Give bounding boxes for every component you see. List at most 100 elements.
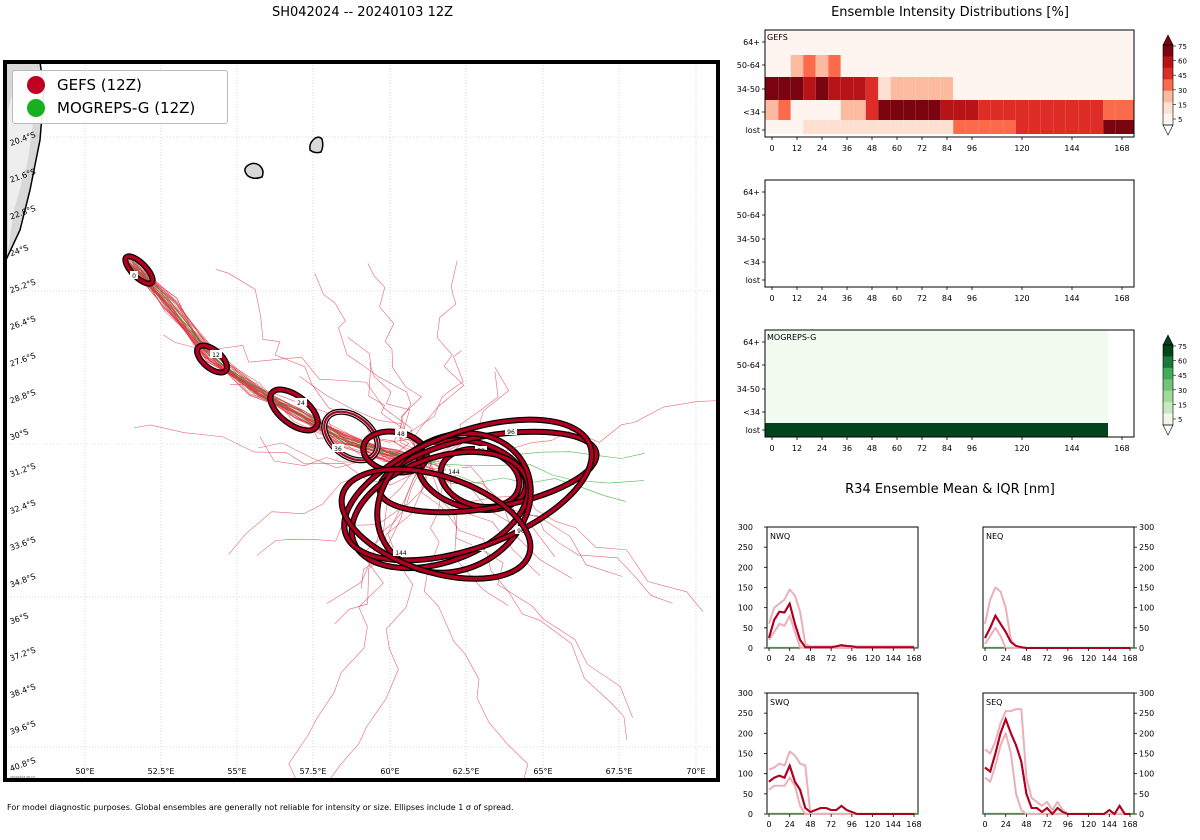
heatmap-xtick-label: 60: [892, 444, 902, 453]
heatmap-cell: [1053, 120, 1066, 134]
r34-xtick-label: 144: [886, 820, 901, 829]
heatmap-cell: [1065, 100, 1079, 120]
colorbar-segment: [1163, 90, 1173, 103]
heatmap-cell: [903, 77, 916, 100]
intensity-heatmaps: GEFS 64+ 50-64 34-50 <34 lost 0 12 24 36 48 60 72 84 9…: [737, 29, 1187, 453]
r34-ytick-label: 250: [738, 709, 753, 718]
ellipse-label: 48: [397, 431, 405, 438]
heatmap-cell: [965, 100, 979, 120]
heatmap-cell: [978, 77, 991, 100]
heatmap-cell: [965, 55, 979, 77]
heatmap-cell: [1028, 120, 1041, 134]
heatmap-cell: [865, 100, 879, 120]
r34-title: R34 Ensemble Mean & IQR [nm]: [845, 482, 1055, 497]
colorbar-tick-label: 15: [1178, 401, 1187, 409]
r34-panel: SWQ 0 50 100 150 200 250 300 0 24 48 72 96 120 144 168: [738, 689, 922, 829]
heatmap-cell: [1015, 100, 1029, 120]
heatmap-cell: [1078, 100, 1091, 120]
legend-marker-mogreps: [27, 99, 45, 117]
r34-xtick-label: 168: [906, 820, 921, 829]
heatmap-xtick-label: 60: [892, 294, 902, 303]
heatmap-xtick-label: 84: [942, 444, 952, 453]
heatmap-cell: [765, 120, 779, 134]
r34-ytick-label: 100: [738, 770, 753, 779]
r34-xtick-label: 48: [805, 820, 815, 829]
heatmap-cell: [1003, 120, 1016, 134]
heatmap-xtick-label: 36: [842, 294, 852, 303]
heatmap-cell: [1078, 77, 1091, 100]
r34-xtick-label: 144: [1102, 654, 1117, 663]
map-title: SH042024 -- 20240103 12Z: [271, 5, 454, 20]
gefs-member-track: [126, 260, 465, 467]
heatmap-cell: [915, 55, 929, 77]
r34-xtick-label: 0: [982, 820, 987, 829]
heatmap-cell: [803, 120, 816, 134]
heatmap-cell: [903, 55, 916, 77]
lon-tick-label: 70°E: [686, 767, 705, 776]
r34-ytick-label: 250: [1139, 543, 1154, 552]
heatmap-cell: [890, 77, 904, 100]
r34-panel-title: NEQ: [986, 532, 1003, 541]
colorbar-extend-bottom: [1162, 124, 1174, 136]
colorbar-segment: [1163, 67, 1173, 80]
gefs-mean-line-top: [768, 762, 914, 815]
colorbar-extend-top: [1162, 34, 1174, 46]
heatmap-cell: [1103, 120, 1116, 134]
heatmap-ytick-label: <34: [743, 258, 760, 267]
heatmap-cell: [853, 120, 866, 134]
heatmap-cell: [853, 33, 866, 55]
r34-ytick-label: 300: [1139, 523, 1154, 532]
r34-ytick-label: 100: [1139, 604, 1154, 613]
heatmap-cell: [828, 33, 841, 55]
r34-panel: SEQ 0 50 100 150 200 250 300 0 24 48 72 96 120 144 168: [982, 689, 1154, 829]
heatmap-cell: [840, 77, 854, 100]
colorbar-segment: [1163, 390, 1173, 403]
heatmap-cell: [790, 77, 804, 100]
r34-ytick-label: 300: [738, 689, 753, 698]
heatmap-cell: [840, 33, 854, 55]
map-frame: [3, 60, 720, 782]
lon-tick-label: 65°E: [533, 767, 552, 776]
heatmap-cell: [990, 55, 1004, 77]
heatmap-cell: [1003, 100, 1016, 120]
r34-xtick-label: 96: [847, 654, 857, 663]
r34-ytick-label: 50: [743, 790, 753, 799]
r34-xtick-label: 120: [865, 654, 880, 663]
r34-xtick-label: 72: [1042, 820, 1052, 829]
heatmap-cell: [878, 33, 891, 55]
ellipse-label: 144: [448, 469, 460, 476]
gefs-member-track: [129, 258, 424, 556]
lon-tick-label: 60°E: [380, 767, 399, 776]
heatmap-cell: [1040, 33, 1054, 55]
heatmap-cell: [1065, 55, 1079, 77]
heatmap-xtick-label: 12: [792, 294, 802, 303]
heatmap-cell: [928, 33, 941, 55]
heatmap-xtick-label: 0: [769, 444, 774, 453]
heatmap-cell: [803, 33, 816, 55]
r34-ytick-label: 150: [1139, 750, 1154, 759]
heatmap-cell: [1015, 33, 1029, 55]
heatmap-ytick-label: 64+: [743, 188, 760, 197]
colorbar-tick-label: 75: [1178, 43, 1187, 51]
gefs-mean-line-top: [768, 600, 914, 649]
r34-ytick-label: 50: [743, 624, 753, 633]
colorbar-segment: [1163, 45, 1173, 57]
colorbar-tick-label: 60: [1178, 58, 1187, 66]
colorbar-tick-label: 5: [1178, 116, 1182, 124]
heatmap-xtick-label: 168: [1114, 144, 1129, 153]
heatmap-cell: [765, 33, 779, 55]
heatmap-ytick-label: lost: [746, 426, 760, 435]
r34-xtick-label: 120: [865, 820, 880, 829]
heatmap-xtick-label: 12: [792, 144, 802, 153]
r34-ytick-label: 50: [1139, 790, 1149, 799]
heatmap-xtick-label: 84: [942, 144, 952, 153]
heatmap-cell: [1003, 77, 1016, 100]
r34-xtick-label: 120: [1081, 820, 1096, 829]
r34-ytick-label: 200: [1139, 563, 1154, 572]
r34-ytick-label: 150: [738, 584, 753, 593]
heatmap-cell: [890, 120, 904, 134]
heatmap-panel: MOGREPS-G 64+ 50-64 34-50 <34 lost 0 12 24 36 48 60…: [737, 329, 1187, 453]
heatmap-cell: [1028, 77, 1041, 100]
heatmap-cell: [840, 55, 854, 77]
heatmap-cell: [1115, 77, 1134, 100]
